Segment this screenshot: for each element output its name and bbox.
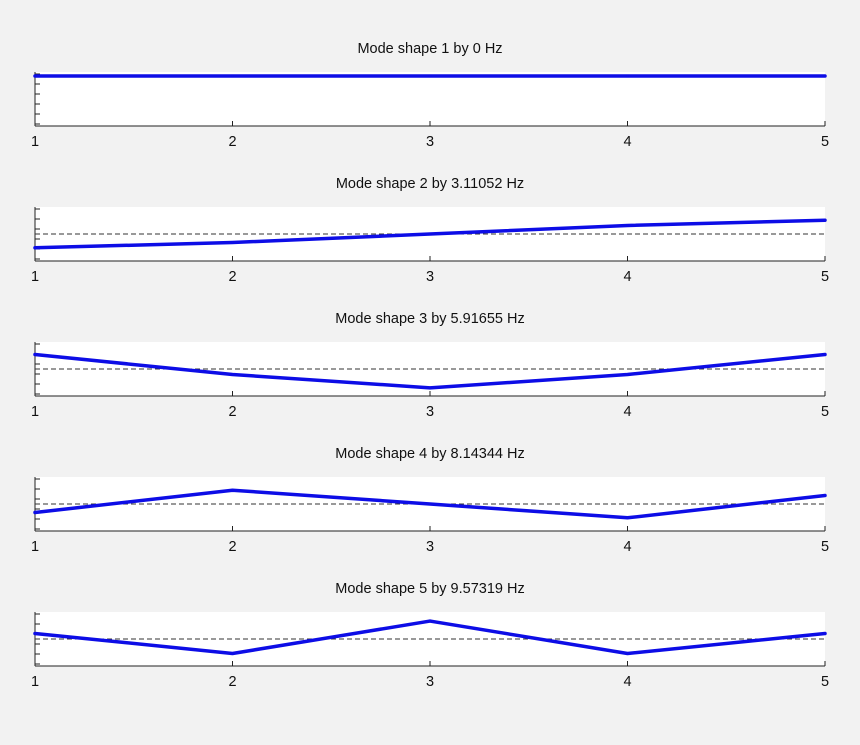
data-point bbox=[626, 651, 629, 655]
mode-shape-panel-5: Mode shape 5 by 9.57319 Hz 1 2 3 4 5 bbox=[31, 581, 829, 690]
mode-shape-panel-1: Mode shape 1 by 0 Hz 1 2 3 4 5 bbox=[31, 41, 829, 150]
data-point bbox=[33, 246, 37, 250]
data-point bbox=[823, 353, 827, 357]
data-point bbox=[428, 386, 432, 390]
x-tick-label: 1 bbox=[31, 404, 39, 420]
data-point bbox=[231, 488, 234, 492]
x-tick-label: 2 bbox=[228, 674, 236, 690]
data-point bbox=[33, 74, 37, 78]
data-point bbox=[33, 511, 37, 515]
x-tick-label: 3 bbox=[426, 269, 434, 285]
data-point bbox=[626, 223, 629, 227]
data-point bbox=[823, 631, 827, 635]
data-point bbox=[823, 218, 827, 222]
data-point bbox=[33, 353, 37, 357]
x-tick-label: 4 bbox=[623, 674, 631, 690]
data-point bbox=[626, 373, 629, 377]
data-point bbox=[231, 241, 234, 245]
x-tick-label: 1 bbox=[31, 134, 39, 150]
x-tick-label: 2 bbox=[228, 134, 236, 150]
data-point bbox=[428, 74, 432, 78]
x-tick-label: 4 bbox=[623, 134, 631, 150]
mode-shape-panel-4: Mode shape 4 by 8.14344 Hz 1 2 3 4 5 bbox=[31, 446, 829, 555]
x-tick-label: 5 bbox=[821, 539, 829, 555]
x-tick-label: 1 bbox=[31, 674, 39, 690]
x-tick-label: 3 bbox=[426, 404, 434, 420]
data-point bbox=[823, 493, 827, 497]
data-point bbox=[231, 74, 234, 78]
x-tick-label: 3 bbox=[426, 539, 434, 555]
data-point bbox=[428, 232, 432, 236]
x-tick-label: 4 bbox=[623, 404, 631, 420]
data-point bbox=[428, 619, 432, 623]
x-tick-label: 2 bbox=[228, 404, 236, 420]
mode-shape-panel-2: Mode shape 2 by 3.11052 Hz 1 2 3 4 5 bbox=[31, 176, 829, 285]
chart-title: Mode shape 2 by 3.11052 Hz bbox=[336, 176, 524, 192]
mode-shape-panel-3: Mode shape 3 by 5.91655 Hz 1 2 3 4 5 bbox=[31, 311, 829, 420]
plot-area bbox=[35, 72, 825, 126]
x-tick-label: 3 bbox=[426, 134, 434, 150]
x-tick-label: 5 bbox=[821, 674, 829, 690]
data-point bbox=[823, 74, 827, 78]
x-tick-label: 2 bbox=[228, 269, 236, 285]
data-point bbox=[231, 373, 234, 377]
data-point bbox=[33, 631, 37, 635]
data-point bbox=[428, 502, 432, 506]
x-tick-label: 5 bbox=[821, 404, 829, 420]
x-tick-label: 1 bbox=[31, 539, 39, 555]
chart-title: Mode shape 4 by 8.14344 Hz bbox=[335, 446, 524, 462]
data-point bbox=[231, 651, 234, 655]
x-tick-label: 5 bbox=[821, 269, 829, 285]
data-point bbox=[626, 516, 629, 520]
x-tick-label: 4 bbox=[623, 269, 631, 285]
x-tick-label: 1 bbox=[31, 269, 39, 285]
x-tick-label: 5 bbox=[821, 134, 829, 150]
x-tick-label: 3 bbox=[426, 674, 434, 690]
chart-title: Mode shape 5 by 9.57319 Hz bbox=[335, 581, 524, 597]
x-tick-label: 4 bbox=[623, 539, 631, 555]
chart-title: Mode shape 3 by 5.91655 Hz bbox=[335, 311, 524, 327]
x-tick-label: 2 bbox=[228, 539, 236, 555]
chart-title: Mode shape 1 by 0 Hz bbox=[357, 41, 502, 57]
data-point bbox=[626, 74, 629, 78]
